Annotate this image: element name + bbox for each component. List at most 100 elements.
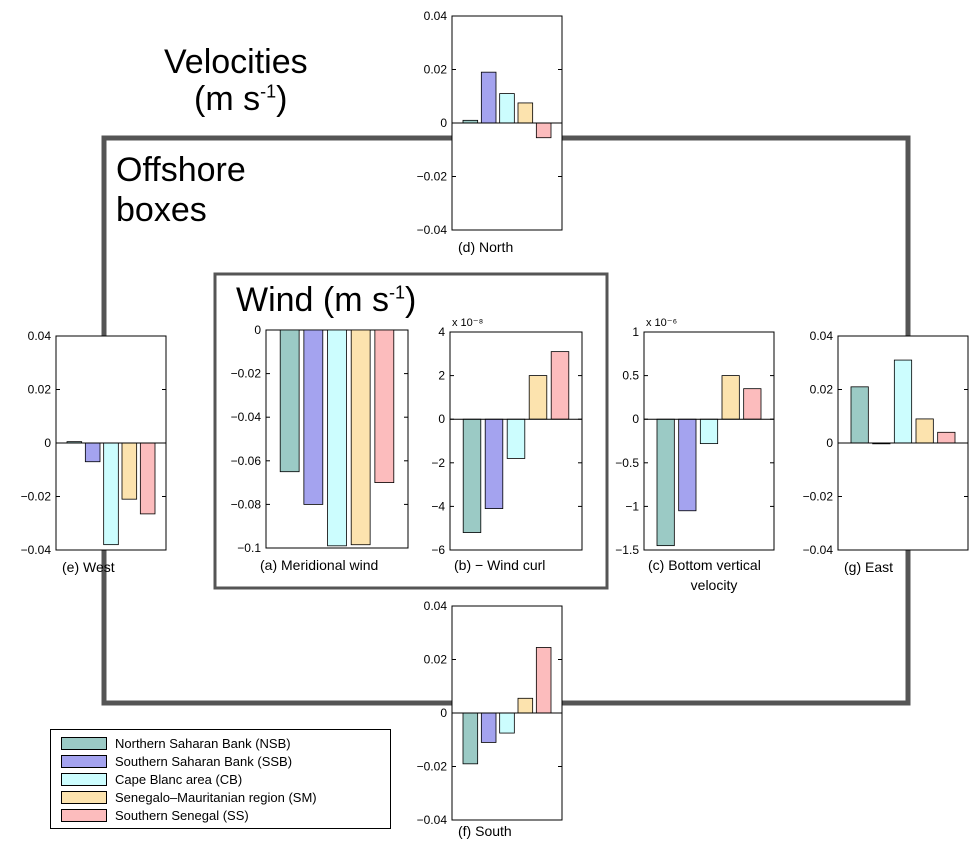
- west-ytick-label: 0: [44, 436, 51, 450]
- north-ytick-label: 0.04: [424, 9, 448, 23]
- east-ytick-label: −0.02: [803, 490, 834, 504]
- windcurl-ytick-label: −2: [431, 456, 445, 470]
- legend-swatch-sm: [61, 790, 107, 804]
- legend-label-sm: Senegalo–Mauritanian region (SM): [115, 789, 317, 805]
- south-ytick-label: 0.04: [424, 599, 448, 613]
- meridional-plot: 0 −0.02 −0.04 −0.06 −0.08 −0.1 (a) Meridional …: [231, 323, 409, 573]
- chart-north: 0.04 0.02 0 −0.02 −0.04 (d) North: [417, 9, 563, 255]
- legend-swatch-ssb: [61, 754, 107, 768]
- bottom-ytick-label: −1.5: [615, 543, 639, 557]
- south-ytick-label: 0.02: [424, 653, 448, 667]
- wind-title-close: ): [405, 281, 417, 319]
- legend-item-ss: Southern Senegal (SS): [61, 806, 249, 824]
- west-ytick-label: 0.04: [28, 329, 52, 343]
- east-ytick-label: 0: [826, 436, 833, 450]
- south-ytick-label: 0: [440, 706, 447, 720]
- windcurl-ytick-label: 0: [438, 412, 445, 426]
- meridional-ytick-label: −0.1: [237, 541, 261, 555]
- east-ytick-label: 0.04: [810, 329, 834, 343]
- windcurl-plot: 4 2 0 −2 −4 −6 x 10⁻⁸ (b) − Wind curl: [431, 317, 583, 573]
- west-ytick-label: −0.02: [21, 490, 52, 504]
- bottom-caption: (c) Bottom vertical: [648, 557, 761, 573]
- west-ytick-label: −0.04: [21, 543, 52, 557]
- windcurl-bar-nsb: [462, 418, 482, 533]
- meridional-ytick-label: −0.02: [231, 367, 262, 381]
- legend-item-nsb: Northern Saharan Bank (NSB): [61, 734, 291, 752]
- windcurl-bar-cb: [506, 418, 526, 459]
- south-ytick-label: −0.04: [417, 813, 448, 827]
- windcurl-ytick-label: −4: [431, 499, 445, 513]
- velocities-unit-exponent: -1: [260, 81, 277, 102]
- legend: Northern Saharan Bank (NSB) Southern Sah…: [50, 729, 391, 829]
- offshore-boxes-title: Offshore boxes: [116, 150, 246, 230]
- north-ytick-label: 0: [440, 116, 447, 130]
- south-plot: 0.04 0.02 0 −0.02 −0.04 (f) South: [417, 599, 563, 839]
- bottom-ytick-label: 1: [632, 325, 639, 339]
- west-caption: (e) West: [62, 559, 115, 575]
- chart-bottom-vertical-velocity: 1 0.5 0 −0.5 −1 −1.5 x 10⁻⁶ (c) Bottom vertical…: [615, 317, 775, 593]
- windcurl-ytick-label: 2: [438, 369, 445, 383]
- east-ytick-label: 0.02: [810, 383, 834, 397]
- bottom-plot: 1 0.5 0 −0.5 −1 −1.5 x 10⁻⁶ (c) Bottom vertical…: [615, 317, 775, 593]
- meridional-bar-ss: [374, 329, 395, 484]
- meridional-bar-ssb: [303, 329, 324, 505]
- bottom-bar-ss: [743, 388, 762, 420]
- meridional-bar-sm: [350, 329, 371, 546]
- windcurl-ytick-label: −6: [431, 543, 445, 557]
- wind-title-base: Wind (m s: [236, 281, 389, 319]
- legend-item-sm: Senegalo–Mauritanian region (SM): [61, 788, 317, 806]
- chart-south: 0.04 0.02 0 −0.02 −0.04 (f) South: [417, 599, 563, 839]
- legend-label-ss: Southern Senegal (SS): [115, 807, 249, 823]
- meridional-bar-cb: [327, 329, 347, 547]
- bottom-exponent-label: x 10⁻⁶: [646, 317, 677, 329]
- windcurl-bar-ss: [550, 351, 570, 420]
- chart-meridional-wind: 0 −0.02 −0.04 −0.06 −0.08 −0.1 (a) Meridional …: [231, 323, 409, 573]
- meridional-bar-nsb: [279, 329, 300, 473]
- south-ytick-label: −0.02: [417, 760, 448, 774]
- offshore-title-line2: boxes: [116, 191, 207, 230]
- north-caption: (d) North: [458, 239, 513, 255]
- windcurl-caption: (b) − Wind curl: [454, 557, 545, 573]
- east-caption: (g) East: [844, 559, 893, 575]
- meridional-ytick-label: 0: [254, 323, 261, 337]
- legend-label-nsb: Northern Saharan Bank (NSB): [115, 735, 291, 751]
- bottom-bar-sm: [721, 375, 740, 420]
- wind-title-exponent: -1: [389, 282, 406, 303]
- north-plot: 0.04 0.02 0 −0.02 −0.04 (d) North: [417, 9, 563, 255]
- bottom-bar-ssb: [678, 418, 697, 512]
- legend-swatch-nsb: [61, 736, 107, 750]
- legend-swatch-ss: [61, 808, 107, 822]
- meridional-ytick-label: −0.06: [231, 454, 262, 468]
- bottom-bar-cb: [699, 418, 719, 445]
- east-plot: 0.04 0.02 0 −0.02 −0.04 (g) East: [803, 329, 969, 575]
- velocities-unit: (m s: [194, 79, 261, 118]
- legend-label-ssb: Southern Saharan Bank (SSB): [115, 753, 293, 769]
- north-ytick-label: 0.02: [424, 63, 448, 77]
- windcurl-bar-ssb: [484, 418, 504, 509]
- bottom-ytick-label: 0.5: [622, 369, 639, 383]
- velocities-title-line1: Velocities: [164, 43, 308, 81]
- east-ytick-label: −0.04: [803, 543, 834, 557]
- meridional-ytick-label: −0.04: [231, 410, 262, 424]
- bottom-bar-nsb: [656, 418, 675, 547]
- meridional-caption: (a) Meridional wind: [260, 557, 378, 573]
- bottom-ytick-label: −1: [625, 499, 639, 513]
- chart-west: 0.04 0.02 0 −0.02 −0.04 (e) West: [21, 329, 167, 575]
- windcurl-ytick-label: 4: [438, 325, 445, 339]
- bottom-caption-line2: velocity: [691, 577, 738, 593]
- chart-wind-curl: 4 2 0 −2 −4 −6 x 10⁻⁸ (b) − Wind curl: [431, 317, 583, 573]
- velocities-title: Velocities (m s-1): [164, 44, 308, 117]
- west-ytick-label: 0.02: [28, 383, 52, 397]
- chart-east: 0.04 0.02 0 −0.02 −0.04 (g) East: [803, 329, 969, 575]
- velocities-unit-line: (m s-1): [164, 79, 308, 118]
- bottom-ytick-label: −0.5: [615, 456, 639, 470]
- offshore-title-line1: Offshore: [116, 151, 246, 189]
- meridional-ytick-label: −0.08: [231, 497, 262, 511]
- legend-item-cb: Cape Blanc area (CB): [61, 770, 242, 788]
- south-caption: (f) South: [458, 823, 512, 839]
- windcurl-bar-sm: [528, 375, 548, 420]
- legend-swatch-cb: [61, 772, 107, 786]
- legend-item-ssb: Southern Saharan Bank (SSB): [61, 752, 292, 770]
- legend-label-cb: Cape Blanc area (CB): [115, 771, 243, 787]
